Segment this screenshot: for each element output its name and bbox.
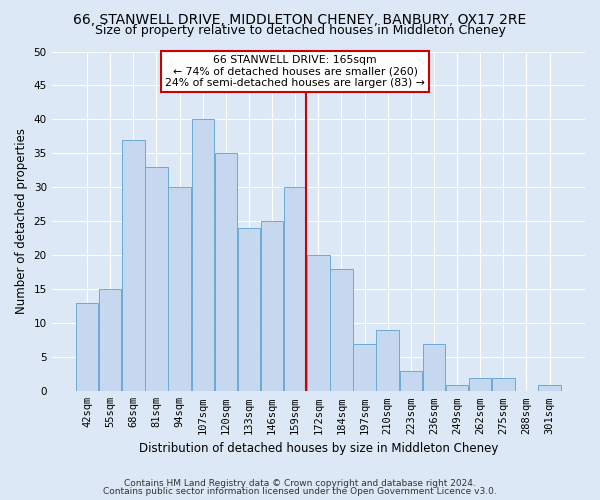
Bar (376, 330, 399, 392)
Bar (191, 120, 214, 392)
Bar (538, 384, 561, 392)
Bar (261, 222, 283, 392)
Bar (492, 378, 515, 392)
Text: 66, STANWELL DRIVE, MIDDLETON CHENEY, BANBURY, OX17 2RE: 66, STANWELL DRIVE, MIDDLETON CHENEY, BA… (73, 12, 527, 26)
Bar (238, 228, 260, 392)
X-axis label: Distribution of detached houses by size in Middleton Cheney: Distribution of detached houses by size … (139, 442, 498, 455)
Bar (169, 188, 191, 392)
Bar (76, 303, 98, 392)
Bar (215, 154, 237, 392)
Text: Size of property relative to detached houses in Middleton Cheney: Size of property relative to detached ho… (95, 24, 505, 37)
Bar (400, 371, 422, 392)
Bar (423, 344, 445, 392)
Bar (99, 290, 121, 392)
Bar (469, 378, 491, 392)
Bar (284, 188, 307, 392)
Bar (446, 384, 468, 392)
Text: 66 STANWELL DRIVE: 165sqm
← 74% of detached houses are smaller (260)
24% of semi: 66 STANWELL DRIVE: 165sqm ← 74% of detac… (165, 55, 425, 88)
Bar (122, 140, 145, 392)
Bar (307, 256, 329, 392)
Y-axis label: Number of detached properties: Number of detached properties (15, 128, 28, 314)
Bar (330, 269, 353, 392)
Bar (145, 167, 167, 392)
Text: Contains HM Land Registry data © Crown copyright and database right 2024.: Contains HM Land Registry data © Crown c… (124, 478, 476, 488)
Bar (353, 344, 376, 392)
Text: Contains public sector information licensed under the Open Government Licence v3: Contains public sector information licen… (103, 487, 497, 496)
